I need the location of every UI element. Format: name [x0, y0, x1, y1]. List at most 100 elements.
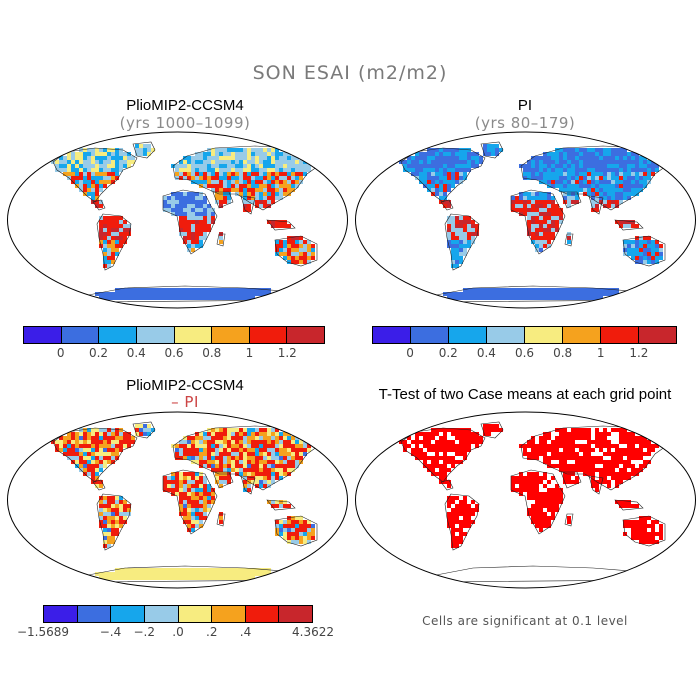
- coastline-5: [520, 145, 672, 211]
- map-plio: [5, 130, 350, 310]
- colorbar-swatch: [212, 327, 250, 343]
- colorbar-diff: −1.5689 −.4 −.2 .0 .2 .4 4.3622: [17, 605, 334, 641]
- panel-title-plio: PlioMIP2-CCSM4: [126, 97, 244, 114]
- coastline-5: [520, 425, 672, 491]
- colorbar-swatch: [411, 327, 449, 343]
- coastline-2: [440, 199, 454, 211]
- colorbar-swatch: [178, 606, 213, 622]
- coastline-5: [172, 425, 324, 491]
- panel-subtitle-pi: (yrs 80–179): [474, 114, 576, 132]
- colorbar-tick-label: 0.4: [126, 346, 146, 360]
- colorbar-swatch: [525, 327, 563, 343]
- figure-title: SON ESAI (m2/m2): [252, 62, 448, 84]
- coastline-4: [162, 189, 218, 255]
- coastline-1: [132, 421, 156, 439]
- coastline-10: [564, 513, 574, 527]
- colorbar-swatch: [449, 327, 487, 343]
- colorbar-tick-label: 0: [56, 346, 65, 360]
- colorbar-swatch: [373, 327, 411, 343]
- colorbar-tick-label: 0.2: [438, 346, 458, 360]
- map-land-cells: [51, 144, 315, 300]
- colorbar-tick-label: 0: [406, 346, 414, 360]
- coastline-10: [216, 513, 226, 527]
- coastline-11: [82, 565, 306, 583]
- colorbar-tick-label: 0.8: [202, 346, 222, 360]
- colorbar-tick-label: 1: [596, 346, 605, 360]
- colorbar-swatch: [24, 327, 62, 343]
- significance-note: Cells are significant at 0.1 level: [422, 614, 628, 628]
- colorbar-swatch: [249, 327, 288, 343]
- panel-subtitle-plio: (yrs 1000–1099): [119, 114, 251, 132]
- colorbar-tick-label: 0.8: [553, 346, 573, 360]
- colorbar-plio: 0 0.2 0.4 0.6 0.8 1 1.2: [23, 326, 325, 362]
- coastline-4: [510, 189, 566, 255]
- coastline-7: [560, 471, 582, 489]
- panel-title-pi: PI: [517, 97, 533, 114]
- colorbar-tick-label: 0.6: [164, 346, 184, 360]
- colorbar-tick-label: .4: [239, 625, 252, 639]
- colorbar-swatch: [44, 606, 78, 622]
- coastline-6: [588, 475, 604, 495]
- colorbar-swatch: [77, 606, 112, 622]
- colorbar-swatch: [563, 327, 601, 343]
- colorbar-tick-label: 1.2: [629, 346, 649, 360]
- coastline-7: [212, 471, 234, 489]
- coastline-9: [622, 235, 666, 267]
- coastline-0: [52, 427, 138, 483]
- coastline-6: [240, 195, 256, 215]
- map-land-cells: [51, 424, 315, 580]
- colorbar-pi: 0 0.2 0.4 0.6 0.8 1 1.2: [372, 326, 677, 362]
- colorbar-tick-label: .2: [206, 625, 218, 639]
- coastline-6: [240, 475, 256, 495]
- colorbar-swatch: [279, 606, 312, 622]
- coastline-3: [96, 213, 132, 271]
- map-land-cells: [399, 424, 663, 548]
- coastline-2: [440, 479, 454, 491]
- coastline-9: [274, 235, 318, 267]
- colorbar-swatch: [487, 327, 525, 343]
- coastline-7: [212, 191, 234, 209]
- map-diff: [5, 410, 350, 590]
- coastline-7: [560, 191, 582, 209]
- colorbar-swatch: [144, 606, 179, 622]
- colorbar-swatch: [136, 327, 175, 343]
- coastline-11: [430, 285, 654, 303]
- coastline-0: [400, 147, 486, 203]
- colorbar-tick-label: 0.6: [514, 346, 535, 360]
- colorbar-swatch: [174, 327, 213, 343]
- panel-title-ttest: T-Test of two Case means at each grid po…: [378, 386, 672, 403]
- coastline-3: [444, 493, 480, 551]
- coastline-1: [480, 421, 504, 439]
- coastline-3: [444, 213, 480, 271]
- coastline-11: [430, 565, 654, 583]
- map-frame: [355, 411, 696, 589]
- map-ttest: [353, 410, 698, 590]
- colorbar-swatch: [601, 327, 639, 343]
- coastline-5: [172, 145, 324, 211]
- coastline-8: [614, 219, 644, 231]
- colorbar-swatch: [287, 327, 324, 343]
- coastline-1: [480, 141, 504, 159]
- coastline-3: [96, 493, 132, 551]
- colorbar-tick-label: 4.3622: [292, 625, 334, 639]
- coastline-10: [216, 233, 226, 247]
- coastline-8: [266, 499, 296, 511]
- colorbar-tick-label: 1: [245, 346, 254, 360]
- coastline-8: [266, 219, 296, 231]
- colorbar-tick-label: 0.2: [88, 346, 109, 360]
- coastline-2: [92, 479, 106, 491]
- panel-subtitle-diff: – PI: [171, 393, 199, 411]
- colorbar-swatch: [245, 606, 280, 622]
- coastline-9: [274, 515, 318, 547]
- map-land-cells: [399, 144, 663, 300]
- coastline-4: [510, 469, 566, 535]
- panel-title-diff: PlioMIP2-CCSM4: [126, 377, 244, 394]
- colorbar-swatch: [111, 606, 145, 622]
- colorbar-tick-label: 0.4: [476, 346, 496, 360]
- coastline-4: [162, 469, 218, 535]
- colorbar-tick-label: −.4: [99, 625, 122, 639]
- colorbar-tick-label: 1.2: [277, 346, 297, 360]
- coastline-8: [614, 499, 644, 511]
- colorbar-swatch: [61, 327, 100, 343]
- colorbar-tick-label: −1.5689: [16, 625, 70, 639]
